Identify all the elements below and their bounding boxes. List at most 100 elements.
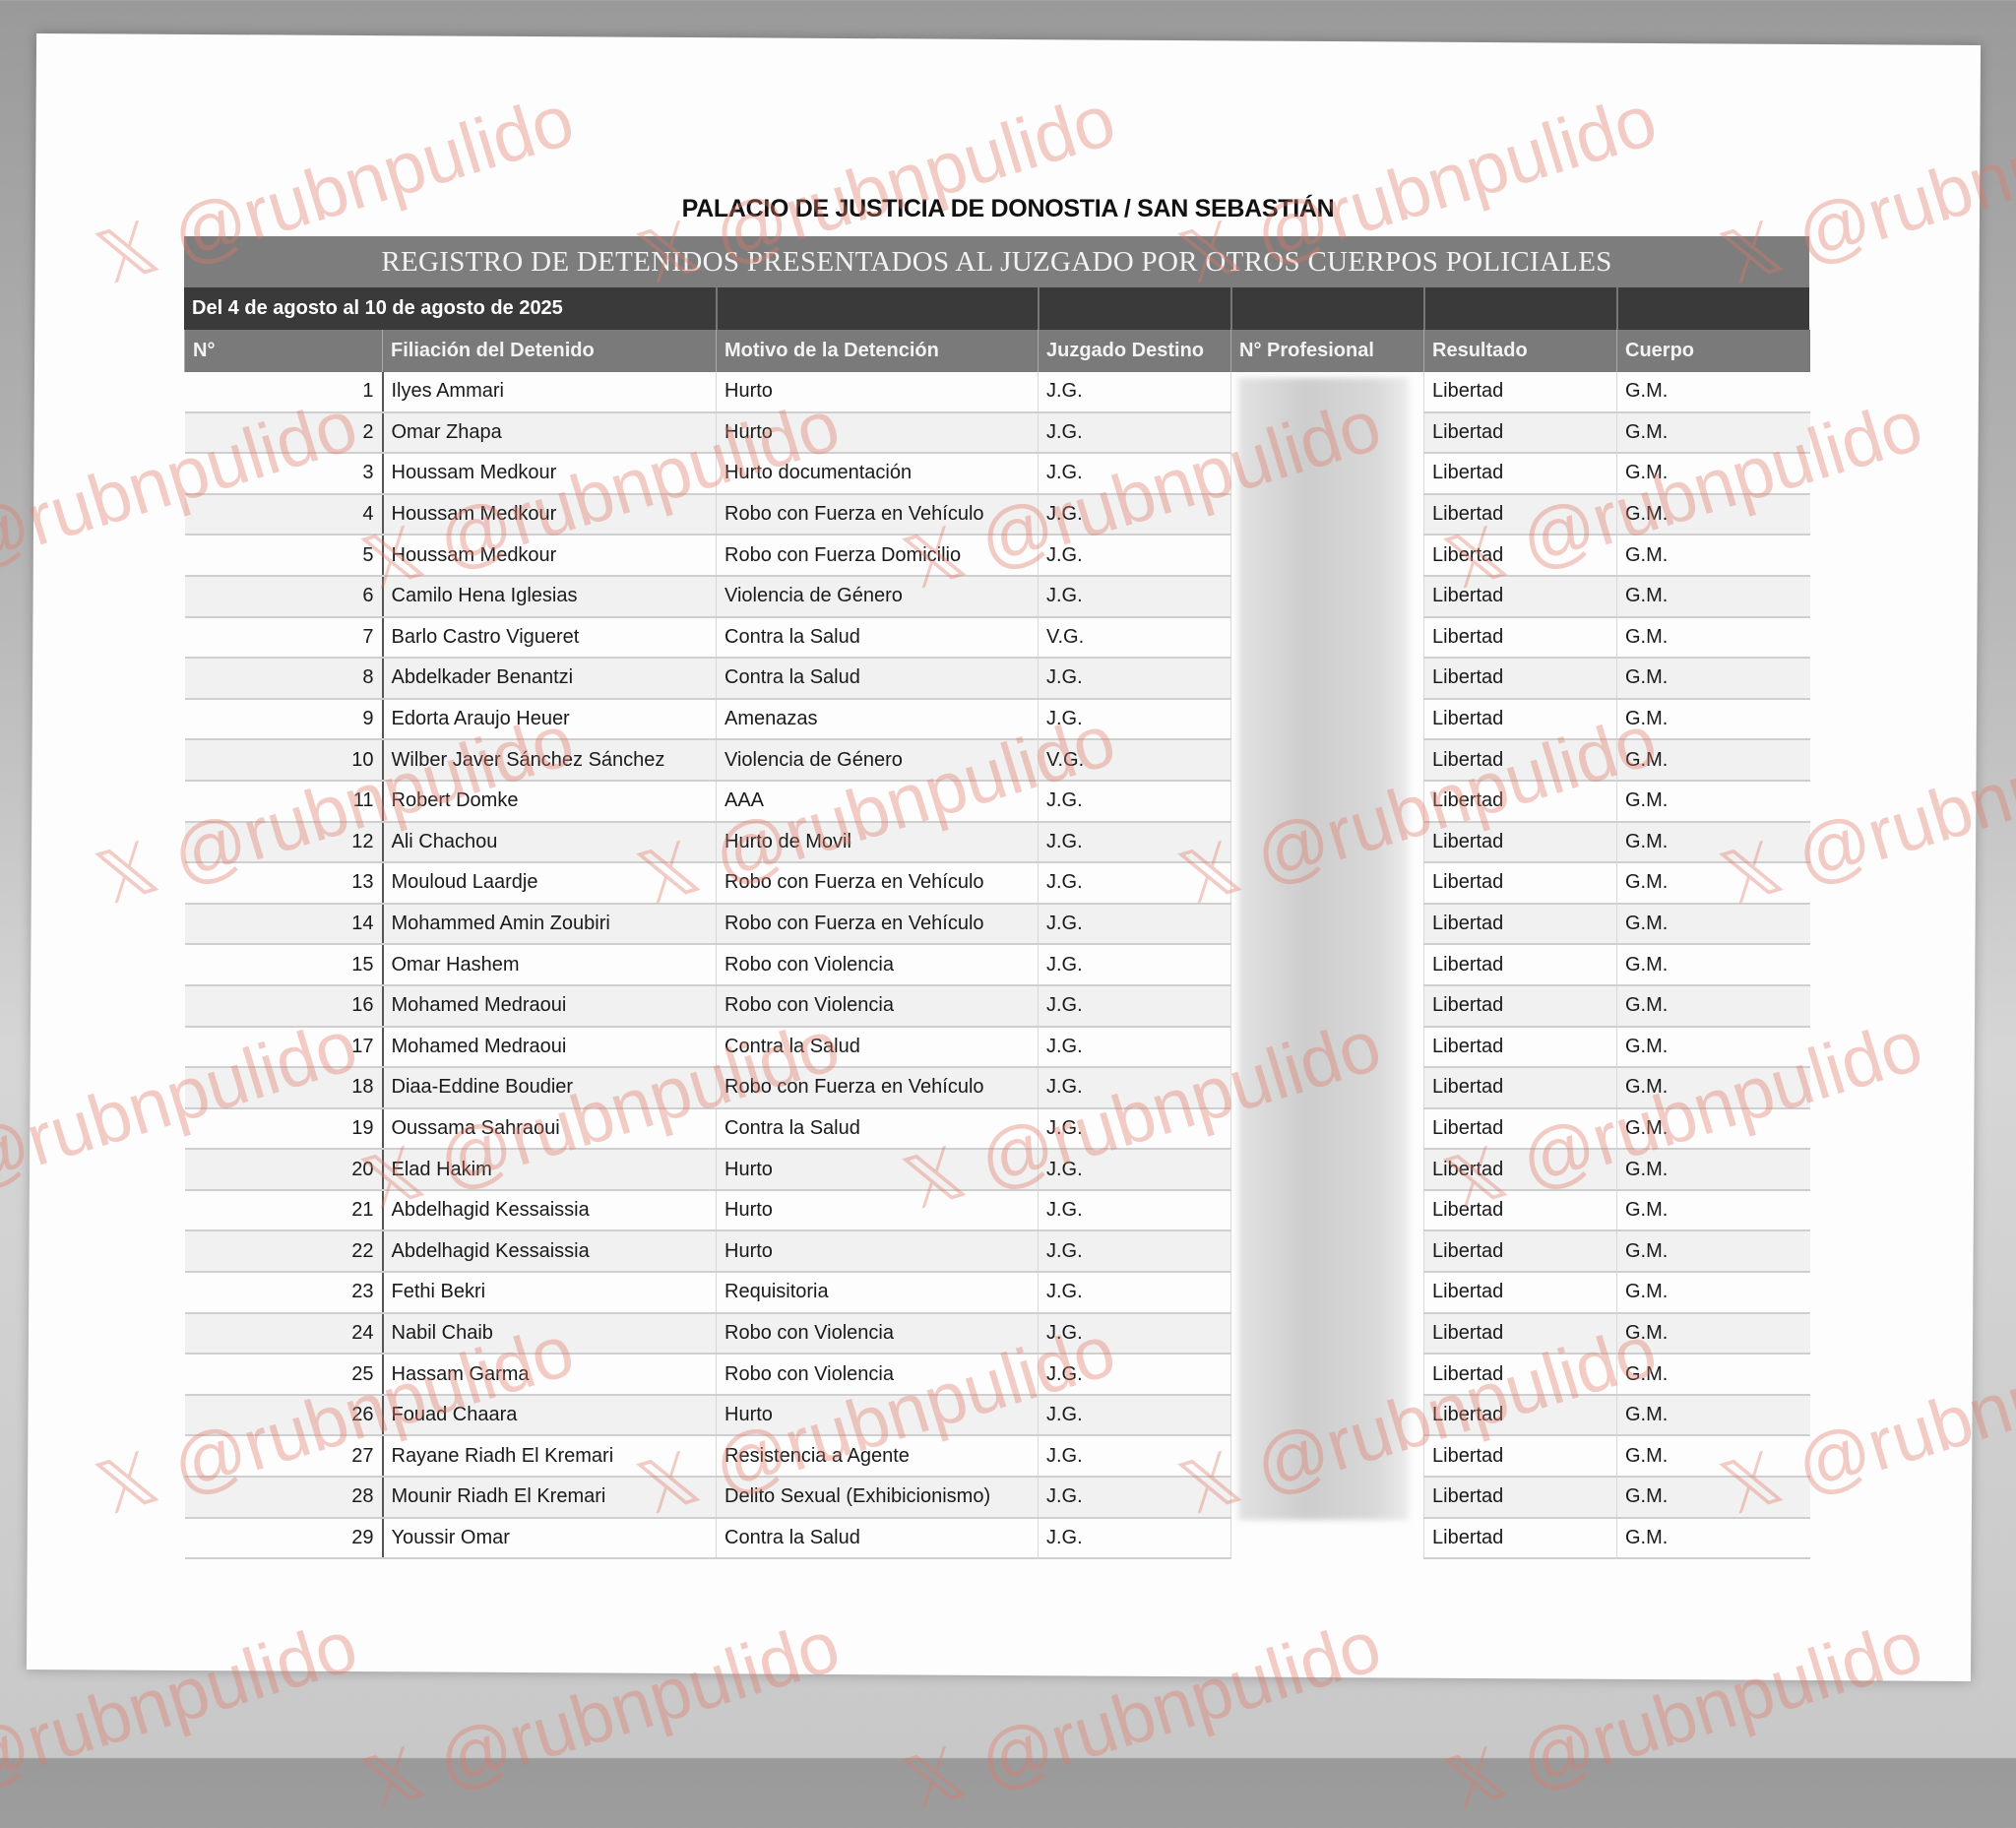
detention-reason: Robo con Violencia (716, 1312, 1039, 1355)
result: Libertad (1423, 535, 1617, 577)
detention-reason: Robo con Fuerza en Vehículo (716, 493, 1039, 536)
result: Libertad (1423, 1272, 1617, 1314)
court: J.G. (1038, 1026, 1231, 1069)
detainee-name: Abdelhagid Kessaissia (382, 1230, 717, 1274)
police-body: G.M. (1616, 1435, 1810, 1479)
result: Libertad (1423, 1394, 1617, 1437)
police-body: G.M. (1616, 411, 1810, 455)
police-body: G.M. (1616, 658, 1810, 700)
table-row: 15 Omar Hashem Robo con Violencia J.G. Liber… (184, 944, 1810, 986)
detainee-name: Abdelhagid Kessaissia (382, 1189, 717, 1232)
header-reason: Motivo de la Detención (716, 330, 1039, 372)
detainee-name: Abdelkader Benantzi (382, 658, 717, 700)
row-number: 19 (184, 1107, 384, 1151)
result: Libertad (1423, 1189, 1617, 1232)
detainee-name: Mohammed Amin Zoubiri (382, 903, 717, 946)
table-row: 14 Mohammed Amin Zoubiri Robo con Fuerza e… (184, 903, 1810, 946)
court: J.G. (1038, 1107, 1231, 1151)
result: Libertad (1423, 493, 1617, 536)
table-row: 12 Ali Chachou Hurto de Movil J.G. Libertad G… (184, 821, 1810, 864)
detainee-name: Mohamed Medraoui (382, 1026, 717, 1069)
row-number: 25 (184, 1354, 384, 1396)
professional-number (1230, 1517, 1424, 1559)
detainee-table: N° Filiación del Detenido Motivo de la D… (184, 330, 1810, 1560)
court: J.G. (1038, 658, 1231, 700)
detention-reason: Contra la Salud (716, 1026, 1039, 1069)
row-number: 26 (184, 1394, 384, 1437)
result: Libertad (1423, 658, 1617, 700)
court: J.G. (1038, 411, 1231, 455)
detention-reason: Delito Sexual (Exhibicionismo) (716, 1477, 1039, 1519)
detainee-name: Hassam Garma (382, 1354, 717, 1396)
result: Libertad (1423, 984, 1617, 1028)
result: Libertad (1423, 1435, 1617, 1479)
table-row: 4 Houssam Medkour Robo con Fuerza en Vehíc… (184, 493, 1810, 536)
court: J.G. (1038, 903, 1231, 946)
police-body: G.M. (1616, 535, 1810, 577)
court: J.G. (1038, 1149, 1231, 1191)
court: J.G. (1038, 1312, 1231, 1355)
detention-reason: Robo con Violencia (716, 984, 1039, 1028)
table-row: 27 Rayane Riadh El Kremari Resistencia a A… (184, 1435, 1810, 1479)
row-number: 20 (184, 1149, 384, 1191)
detainee-name: Omar Hashem (382, 944, 717, 986)
police-body: G.M. (1616, 698, 1810, 741)
detention-reason: Hurto (716, 1394, 1039, 1437)
detention-reason: Contra la Salud (716, 1107, 1039, 1151)
table-row: 3 Houssam Medkour Hurto documentación J.G. L… (184, 453, 1810, 495)
police-body: G.M. (1616, 1067, 1810, 1109)
table-row: 10 Wilber Javer Sánchez Sánchez Violencia … (184, 739, 1810, 782)
detainee-name: Edorta Araujo Heuer (382, 698, 717, 741)
police-body: G.M. (1616, 575, 1810, 618)
result: Libertad (1423, 862, 1617, 905)
detention-reason: Robo con Fuerza en Vehículo (716, 903, 1039, 946)
row-number: 15 (184, 944, 384, 986)
detention-reason: Contra la Salud (716, 616, 1039, 660)
row-number: 29 (184, 1517, 384, 1560)
date-range-bar: Del 4 de agosto al 10 de agosto de 2025 (184, 287, 1809, 330)
row-number: 27 (184, 1435, 384, 1479)
table-row: 21 Abdelhagid Kessaissia Hurto J.G. Libertad… (184, 1189, 1810, 1232)
table-row: 20 Elad Hakim Hurto J.G. Libertad G.M. (184, 1149, 1810, 1191)
detention-reason: Robo con Fuerza en Vehículo (716, 862, 1039, 905)
detention-reason: Hurto de Movil (716, 821, 1039, 864)
court: V.G. (1038, 616, 1231, 660)
table-row: 25 Hassam Garma Robo con Violencia J.G. Libe… (184, 1354, 1810, 1396)
row-number: 11 (184, 780, 384, 823)
result: Libertad (1423, 372, 1617, 413)
row-number: 14 (184, 903, 384, 946)
police-body: G.M. (1616, 1149, 1810, 1191)
result: Libertad (1423, 1107, 1617, 1151)
police-body: G.M. (1616, 1394, 1810, 1437)
row-number: 6 (184, 575, 384, 618)
divider (1616, 287, 1618, 330)
court: J.G. (1038, 575, 1231, 618)
police-body: G.M. (1616, 1354, 1810, 1396)
result: Libertad (1423, 903, 1617, 946)
row-number: 13 (184, 862, 384, 905)
police-body: G.M. (1616, 1312, 1810, 1355)
table-row: 8 Abdelkader Benantzi Contra la Salud J.G. L… (184, 658, 1810, 700)
detainee-name: Youssir Omar (382, 1517, 717, 1560)
detainee-name: Mouloud Laardje (382, 862, 717, 905)
header-professional-number: N° Profesional (1230, 330, 1424, 372)
table-row: 28 Mounir Riadh El Kremari Delito Sexual (… (184, 1477, 1810, 1519)
header-number: N° (184, 330, 383, 372)
detainee-name: Rayane Riadh El Kremari (382, 1435, 717, 1479)
detention-reason: Resistencia a Agente (716, 1435, 1039, 1479)
row-number: 4 (184, 493, 384, 536)
detainee-name: Omar Zhapa (382, 411, 717, 455)
header-court: Juzgado Destino (1038, 330, 1231, 372)
police-body: G.M. (1616, 739, 1810, 782)
header-result: Resultado (1423, 330, 1617, 372)
court: J.G. (1038, 535, 1231, 577)
redacted-professional-numbers (1238, 378, 1409, 1520)
table-row: 7 Barlo Castro Vigueret Contra la Salud V.G… (184, 616, 1810, 660)
row-number: 8 (184, 658, 384, 700)
result: Libertad (1423, 1312, 1617, 1355)
detainee-name: Ilyes Ammari (382, 372, 717, 413)
court: J.G. (1038, 1394, 1231, 1437)
detention-reason: Hurto documentación (716, 453, 1039, 495)
result: Libertad (1423, 1354, 1617, 1396)
detainee-name: Barlo Castro Vigueret (382, 616, 717, 660)
